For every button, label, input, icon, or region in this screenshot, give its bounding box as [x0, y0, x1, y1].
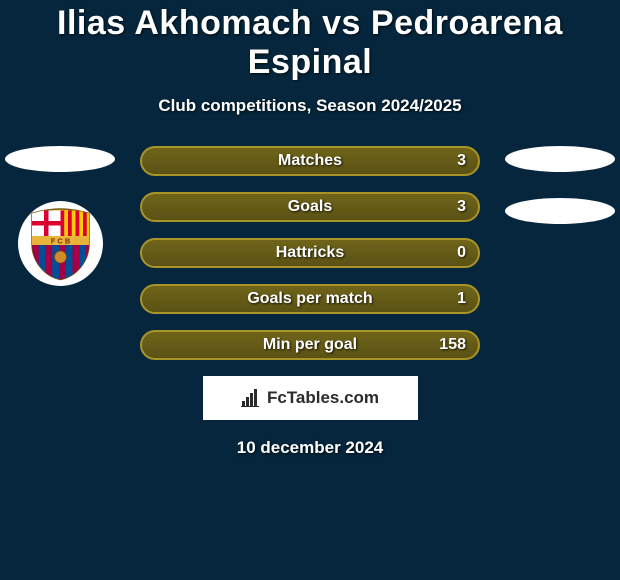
attribution-text: FcTables.com: [267, 388, 379, 408]
svg-text:F C B: F C B: [51, 237, 71, 246]
player-avatar-right-2: [505, 198, 615, 224]
stat-value: 0: [457, 244, 466, 262]
stat-row-hattricks: Hattricks 0: [140, 238, 480, 268]
stat-value: 158: [439, 336, 466, 354]
player-avatar-right-1: [505, 146, 615, 172]
stat-row-min-per-goal: Min per goal 158: [140, 330, 480, 360]
stat-label: Goals: [288, 198, 332, 216]
stat-row-matches: Matches 3: [140, 146, 480, 176]
date-text: 10 december 2024: [0, 438, 620, 458]
bar-chart-icon: [241, 389, 261, 407]
stat-bars: Matches 3 Goals 3 Hattricks 0 Goals per …: [140, 146, 480, 360]
stat-value: 3: [457, 152, 466, 170]
stat-label: Min per goal: [263, 336, 357, 354]
stat-row-goals: Goals 3: [140, 192, 480, 222]
comparison-area: F C B Matches 3 Goals 3 Hattricks: [0, 146, 620, 458]
page-title: Ilias Akhomach vs Pedroarena Espinal: [0, 0, 620, 82]
player-avatar-left: [5, 146, 115, 172]
stat-value: 1: [457, 290, 466, 308]
club-badge-left: F C B: [18, 201, 103, 286]
subtitle: Club competitions, Season 2024/2025: [0, 96, 620, 116]
stat-row-goals-per-match: Goals per match 1: [140, 284, 480, 314]
fc-barcelona-icon: F C B: [23, 206, 98, 281]
attribution-box: FcTables.com: [203, 376, 418, 420]
stat-label: Goals per match: [247, 290, 372, 308]
stat-label: Hattricks: [276, 244, 344, 262]
stat-value: 3: [457, 198, 466, 216]
stat-label: Matches: [278, 152, 342, 170]
